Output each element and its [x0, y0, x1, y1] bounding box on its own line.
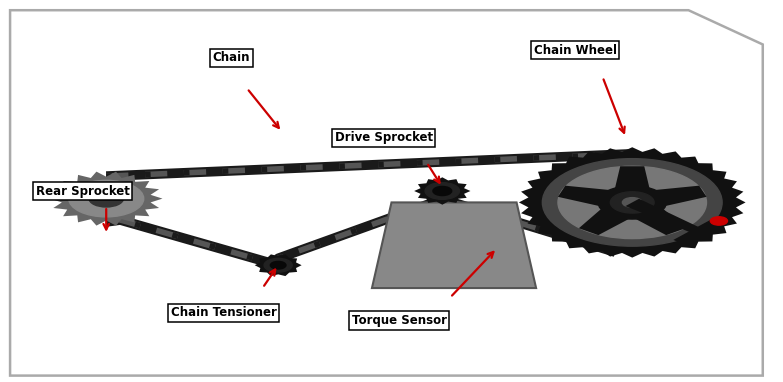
Circle shape [710, 217, 727, 225]
Text: Drive Sprocket: Drive Sprocket [334, 131, 433, 144]
Polygon shape [579, 209, 629, 235]
Polygon shape [372, 202, 536, 288]
Circle shape [543, 159, 722, 246]
Circle shape [69, 180, 144, 217]
Circle shape [433, 186, 452, 196]
Text: Chain Wheel: Chain Wheel [534, 44, 617, 57]
Circle shape [598, 186, 666, 219]
Polygon shape [414, 177, 471, 205]
Circle shape [425, 183, 460, 199]
Circle shape [264, 258, 292, 272]
Polygon shape [626, 199, 703, 234]
Text: Chain: Chain [212, 51, 250, 64]
Polygon shape [655, 186, 706, 206]
Circle shape [558, 166, 706, 239]
Text: Rear Sprocket: Rear Sprocket [36, 185, 130, 197]
Polygon shape [673, 219, 725, 245]
Circle shape [89, 190, 124, 207]
Polygon shape [615, 166, 649, 188]
Circle shape [270, 261, 286, 269]
Polygon shape [636, 209, 686, 235]
Circle shape [611, 192, 654, 213]
Polygon shape [254, 254, 301, 276]
Text: Chain Tensioner: Chain Tensioner [171, 306, 276, 319]
Circle shape [622, 197, 642, 207]
Polygon shape [519, 147, 745, 257]
Text: Torque Sensor: Torque Sensor [352, 314, 447, 327]
Polygon shape [558, 186, 609, 206]
Polygon shape [50, 172, 163, 226]
